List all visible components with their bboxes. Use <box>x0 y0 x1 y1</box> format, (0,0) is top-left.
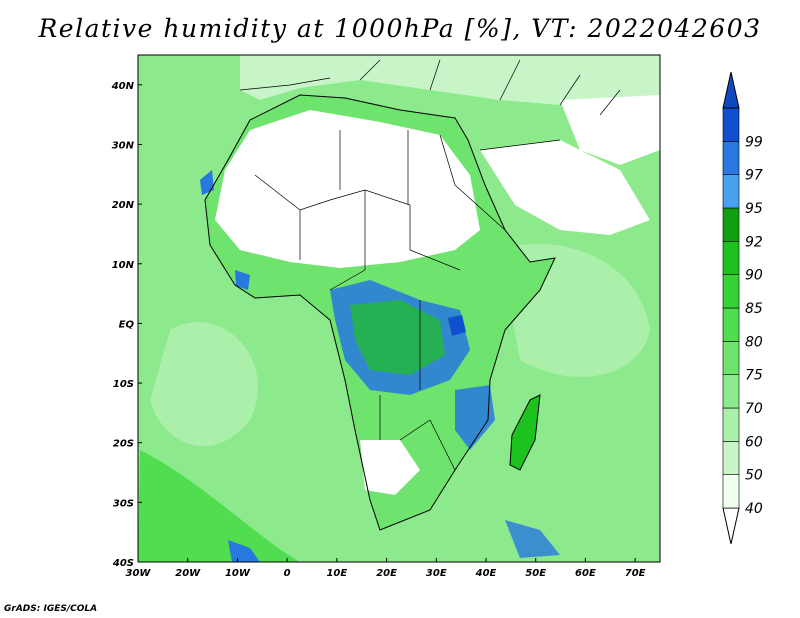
lon-tick-label: 70E <box>625 568 646 579</box>
colorbar-segment <box>722 174 740 209</box>
lon-tick-label: 50E <box>525 568 546 579</box>
madagascar <box>509 394 541 471</box>
lon-tick-label: 20E <box>376 568 397 579</box>
atlantic-wet-spot <box>228 540 260 562</box>
map-field <box>138 55 660 562</box>
colorbar-segment <box>722 241 740 275</box>
colorbar-segment <box>722 341 740 375</box>
lat-tick-label: 30N <box>112 140 135 151</box>
colorbar-segment <box>722 374 740 409</box>
lat-tick-label: 20S <box>113 439 134 450</box>
lat-tick-label: 10N <box>112 260 135 271</box>
southeast-wet-spot <box>505 520 560 558</box>
lat-tick-label: 40S <box>112 558 134 569</box>
colorbar-level-label: 85 <box>745 301 763 317</box>
lat-tick-label: 20N <box>112 200 135 211</box>
lon-tick-label: 30W <box>126 568 152 579</box>
lon-tick-label: 10W <box>225 568 251 579</box>
north-atlantic-wet-spot <box>200 170 214 195</box>
arabia-dry-region <box>480 140 650 235</box>
lat-tick-label: 40N <box>111 81 135 92</box>
colorbar-level-label: 92 <box>745 234 763 250</box>
europe-landmass <box>240 55 660 115</box>
lat-tick-label: EQ <box>119 319 135 330</box>
chart-title: Relative humidity at 1000hPa [%], VT: 20… <box>38 14 762 43</box>
colorbar-segment <box>722 107 740 142</box>
latitude-axis: 40N 30N 20N 10N EQ 10S 20S 30S 40S <box>111 81 142 569</box>
lon-tick-label: 60E <box>575 568 596 579</box>
colorbar-level-label: 40 <box>745 501 763 517</box>
lon-tick-label: 40E <box>475 568 497 579</box>
colorbar-level-label: 97 <box>745 168 763 184</box>
colorbar-level-label: 70 <box>745 401 763 417</box>
colorbar-segment <box>722 441 740 475</box>
lat-tick-label: 10S <box>113 379 134 390</box>
colorbar-level-label: 75 <box>745 368 763 384</box>
lon-tick-label: 0 <box>284 568 291 579</box>
colorbar-over-triangle <box>722 71 740 109</box>
colorbar-segment <box>722 141 740 175</box>
middle-east-dry-region <box>560 95 660 165</box>
lat-tick-label: 30S <box>113 498 134 509</box>
lon-tick-label: 20W <box>175 568 201 579</box>
europe-borders <box>239 59 621 151</box>
west-africa-wet-spot <box>235 270 250 290</box>
kalahari-dry-region <box>360 440 420 495</box>
colorbar-level-label: 90 <box>745 268 763 284</box>
colorbar-under-triangle <box>722 507 740 545</box>
colorbar: 40 50 60 70 75 80 85 90 92 95 97 99 <box>722 71 763 545</box>
lon-tick-label: 30E <box>426 568 447 579</box>
map-frame <box>137 54 661 563</box>
colorbar-segment <box>722 407 740 442</box>
lon-tick-label: 10E <box>326 568 347 579</box>
africa-coastline <box>204 94 556 531</box>
longitude-axis: 30W 20W 10W 0 10E 20E 30E 40E 50E 60E 70E <box>126 558 646 579</box>
mozambique-wet-region <box>455 385 495 450</box>
colorbar-segment <box>722 474 740 509</box>
credit-text: GrADS: IGES/COLA <box>4 604 98 614</box>
south-atlantic-moist-band <box>138 450 300 562</box>
colorbar-level-label: 99 <box>745 134 763 150</box>
country-borders <box>254 130 506 471</box>
colorbar-segment <box>722 274 740 309</box>
atlantic-dry-patch <box>150 322 259 447</box>
colorbar-level-label: 95 <box>745 201 763 217</box>
colorbar-level-label: 50 <box>745 468 763 484</box>
sahara-dry-region <box>215 110 480 268</box>
colorbar-level-label: 60 <box>745 434 763 450</box>
colorbar-segment <box>722 207 740 242</box>
colorbar-segment <box>722 307 740 342</box>
lake-victoria <box>448 315 466 336</box>
colorbar-level-label: 80 <box>745 334 763 350</box>
congo-interior <box>350 300 445 375</box>
